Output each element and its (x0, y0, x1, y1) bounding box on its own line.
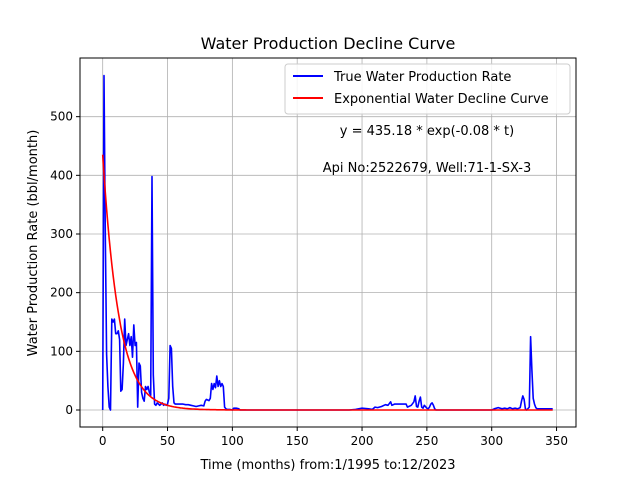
x-tick-label: 150 (286, 434, 309, 448)
y-tick-label: 400 (50, 168, 73, 182)
x-tick-label: 350 (545, 434, 568, 448)
legend-label-exponential: Exponential Water Decline Curve (334, 92, 549, 107)
legend-label-true-rate: True Water Production Rate (333, 70, 511, 85)
x-axis-label: Time (months) from:1/1995 to:12/2023 (199, 458, 455, 473)
well-annotation: Api No:2522679, Well:71-1-SX-3 (323, 161, 531, 176)
x-axis: 0 50 100 150 200 250 300 350 (99, 427, 568, 448)
series-exponential-water-decline-curve (101, 154, 553, 411)
equation-annotation: y = 435.18 * exp(-0.08 * t) (340, 124, 514, 139)
y-axis-label: Water Production Rate (bbl/month) (26, 130, 41, 357)
series-lines (101, 74, 553, 411)
y-tick-label: 0 (65, 403, 73, 417)
legend: True Water Production Rate Exponential W… (284, 63, 571, 115)
x-tick-label: 300 (480, 434, 503, 448)
y-tick-label: 200 (50, 286, 73, 300)
y-axis: 0 100 200 300 400 500 (50, 110, 80, 417)
grid-lines (80, 58, 576, 427)
x-tick-label: 100 (221, 434, 244, 448)
plot-frame (79, 57, 577, 428)
y-tick-label: 500 (50, 110, 73, 124)
y-tick-label: 300 (50, 227, 73, 241)
x-tick-label: 200 (351, 434, 374, 448)
y-tick-label: 100 (50, 344, 73, 358)
x-tick-label: 50 (160, 434, 175, 448)
chart-title: Water Production Decline Curve (201, 34, 456, 53)
legend-box (284, 63, 571, 115)
x-tick-label: 0 (99, 434, 107, 448)
x-tick-label: 250 (415, 434, 438, 448)
